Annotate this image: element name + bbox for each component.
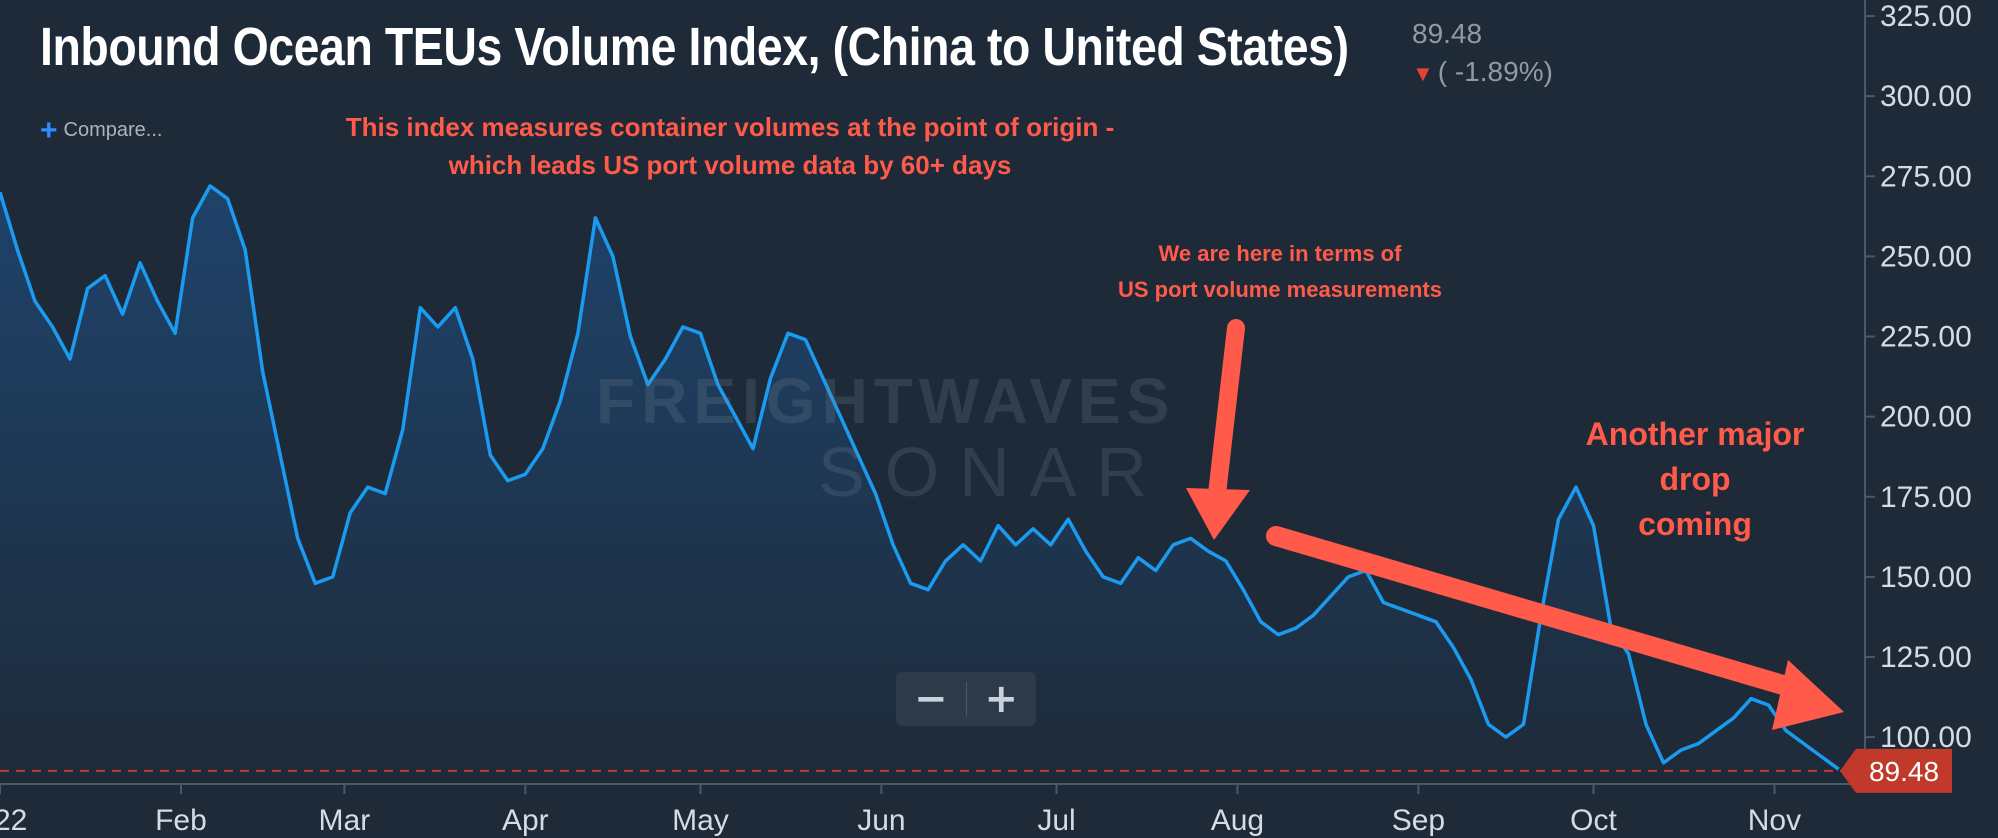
x-tick-label: May [672, 804, 729, 837]
here-arrow [1205, 319, 1245, 529]
x-tick-label: Oct [1570, 804, 1617, 837]
annotation-line: coming [1638, 506, 1752, 542]
x-tick-label: Jun [857, 804, 905, 837]
x-tick-label: 22 [0, 804, 27, 837]
series-area-fill [0, 185, 1839, 782]
zoom-out-button[interactable]: − [896, 672, 966, 726]
change-readout: ▼( -1.89%) [1412, 56, 1553, 88]
x-tick-label: Nov [1748, 804, 1801, 837]
annotation-line: which leads US port volume data by 60+ d… [448, 150, 1012, 180]
page-title: Inbound Ocean TEUs Volume Index, (China … [40, 17, 1349, 77]
down-arrow-icon: ▼ [1412, 61, 1434, 86]
last-value-tag-bg [1840, 748, 1952, 793]
series-line [0, 184, 1840, 771]
y-tick-label: 175.00 [1880, 481, 1972, 514]
annotation-origin-note: This index measures container volumes at… [280, 108, 1180, 184]
x-tick-label: Feb [155, 804, 207, 837]
x-tick-label: Mar [319, 804, 371, 837]
compare-button[interactable]: + Compare... [40, 114, 162, 148]
change-value: ( -1.89%) [1437, 56, 1553, 87]
last-value-tag-label: 89.48 [1869, 756, 1939, 787]
y-axis: 100.00 125.00 150.00 175.00 200.00 225.00 250.… [1864, 0, 1972, 784]
annotation-drop-note: Another major drop coming [1560, 412, 1830, 547]
zoom-divider [965, 682, 967, 716]
y-tick-label: 225.00 [1880, 321, 1972, 354]
x-tick-label: Aug [1211, 804, 1264, 837]
y-tick-label: 250.00 [1880, 240, 1972, 273]
x-tick-label: Apr [502, 804, 549, 837]
drop-arrow-head [1772, 660, 1844, 730]
annotation-line: This index measures container volumes at… [345, 112, 1115, 142]
y-tick-label: 200.00 [1880, 401, 1972, 434]
annotation-line: US port volume measurements [1118, 277, 1442, 302]
drop-arrow [1266, 526, 1810, 700]
annotation-line: Another major [1585, 416, 1805, 452]
y-tick-label: 100.00 [1880, 721, 1972, 754]
y-tick-label: 150.00 [1880, 561, 1972, 594]
y-tick-label: 300.00 [1880, 80, 1972, 113]
watermark-sonar: SONAR [818, 433, 1167, 511]
watermark-freightwaves: FREIGHTWAVES [596, 365, 1176, 437]
x-tick-label: Sep [1392, 804, 1445, 837]
y-tick-label: 275.00 [1880, 160, 1972, 193]
annotation-arrows [1186, 319, 1844, 730]
compare-label: Compare... [63, 119, 163, 141]
x-tick-label: Jul [1037, 804, 1075, 837]
zoom-control: − + [896, 672, 1036, 726]
annotation-line: We are here in terms of [1158, 241, 1402, 266]
x-axis: 22 Feb Mar Apr May Jun Jul Aug Sep Oct Nov [0, 783, 1865, 837]
annotation-here-note: We are here in terms of US port volume m… [1060, 236, 1500, 308]
y-tick-label: 325.00 [1880, 0, 1972, 33]
here-arrow-head [1186, 488, 1250, 540]
annotation-line: drop [1659, 461, 1731, 497]
last-value-tag: 89.48 [1840, 748, 1952, 793]
zoom-in-button[interactable]: + [967, 672, 1037, 726]
plus-icon: + [40, 114, 58, 147]
last-value-readout: 89.48 [1412, 18, 1483, 49]
y-tick-label: 125.00 [1880, 641, 1972, 674]
